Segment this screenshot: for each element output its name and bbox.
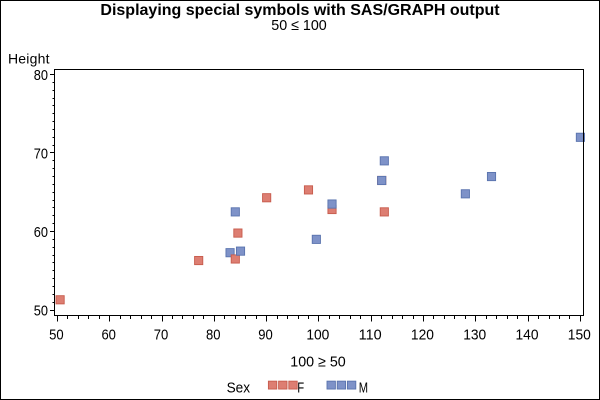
svg-text:80: 80 — [34, 67, 48, 84]
svg-text:60: 60 — [101, 327, 116, 344]
svg-text:110: 110 — [359, 327, 382, 344]
svg-text:Height: Height — [8, 51, 50, 67]
svg-text:Sex: Sex — [227, 379, 251, 396]
svg-text:130: 130 — [463, 327, 486, 344]
svg-text:100: 100 — [306, 327, 329, 344]
svg-text:60: 60 — [34, 224, 48, 241]
svg-text:M: M — [359, 379, 368, 396]
svg-text:100 ≥ 50: 100 ≥ 50 — [290, 354, 346, 371]
svg-text:150: 150 — [568, 327, 591, 344]
svg-text:120: 120 — [411, 327, 434, 344]
svg-text:80: 80 — [206, 327, 221, 344]
svg-text:50: 50 — [34, 302, 48, 319]
svg-text:50: 50 — [49, 327, 64, 344]
svg-text:90: 90 — [258, 327, 273, 344]
svg-text:Displaying special symbols wit: Displaying special symbols with SAS/GRAP… — [100, 2, 500, 19]
svg-text:140: 140 — [516, 327, 539, 344]
svg-text:70: 70 — [34, 145, 48, 162]
svg-text:F: F — [297, 379, 304, 396]
svg-text:50 ≤ 100: 50 ≤ 100 — [271, 17, 327, 34]
svg-text:70: 70 — [154, 327, 169, 344]
